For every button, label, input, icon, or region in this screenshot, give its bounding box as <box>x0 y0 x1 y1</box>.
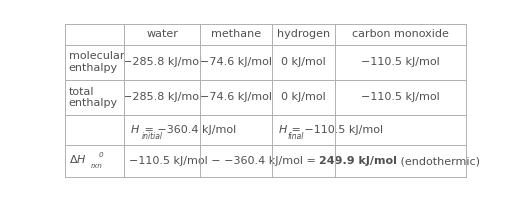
Text: −110.5 kJ/mol: −110.5 kJ/mol <box>362 92 440 102</box>
Text: (endothermic): (endothermic) <box>397 156 480 166</box>
Text: = −360.4 kJ/mol: = −360.4 kJ/mol <box>141 125 237 135</box>
Text: = −110.5 kJ/mol: = −110.5 kJ/mol <box>287 125 383 135</box>
Text: rxn: rxn <box>91 163 103 169</box>
Text: total
enthalpy: total enthalpy <box>69 87 118 108</box>
Text: $\it{H}$: $\it{H}$ <box>278 123 288 135</box>
Text: methane: methane <box>211 29 261 39</box>
Text: final: final <box>287 132 304 141</box>
Text: −74.6 kJ/mol: −74.6 kJ/mol <box>200 57 272 67</box>
Text: 0 kJ/mol: 0 kJ/mol <box>281 57 326 67</box>
Text: 0 kJ/mol: 0 kJ/mol <box>281 92 326 102</box>
Text: $\it{\Delta H}$: $\it{\Delta H}$ <box>69 153 87 165</box>
Text: molecular
enthalpy: molecular enthalpy <box>69 51 124 73</box>
Text: initial: initial <box>141 132 163 141</box>
Text: carbon monoxide: carbon monoxide <box>352 29 449 39</box>
Text: −110.5 kJ/mol − −360.4 kJ/mol =: −110.5 kJ/mol − −360.4 kJ/mol = <box>129 156 320 166</box>
Text: 0: 0 <box>99 152 104 158</box>
Text: hydrogen: hydrogen <box>277 29 330 39</box>
Text: $\it{H}$: $\it{H}$ <box>130 123 140 135</box>
Text: −110.5 kJ/mol: −110.5 kJ/mol <box>362 57 440 67</box>
Text: −285.8 kJ/mol: −285.8 kJ/mol <box>123 92 202 102</box>
Text: −285.8 kJ/mol: −285.8 kJ/mol <box>123 57 202 67</box>
Text: water: water <box>147 29 178 39</box>
Text: 249.9 kJ/mol: 249.9 kJ/mol <box>320 156 397 166</box>
Text: −74.6 kJ/mol: −74.6 kJ/mol <box>200 92 272 102</box>
